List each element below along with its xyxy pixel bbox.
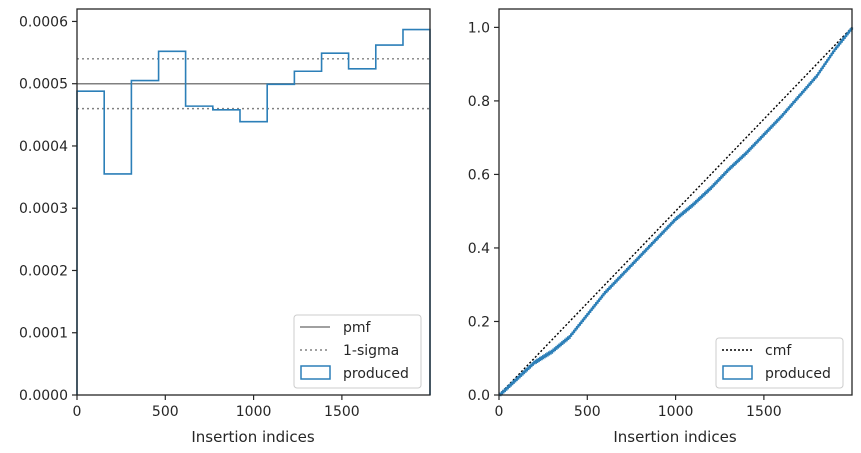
legend-cmf-produced-label: produced bbox=[765, 366, 831, 382]
cmf-xtick-label: 0 bbox=[495, 404, 504, 420]
cmf-ytick-label: 0.8 bbox=[468, 94, 490, 110]
pmf-ytick-label: 0.0002 bbox=[19, 263, 68, 279]
cmf-legend: cmf produced bbox=[715, 337, 844, 389]
cmf-ytick-label: 1.0 bbox=[468, 20, 490, 36]
legend-cmf-label: cmf bbox=[765, 343, 792, 359]
legend-pmf-label: pmf bbox=[343, 320, 372, 336]
legend-produced-label: produced bbox=[343, 366, 409, 382]
cmf-xtick-label: 500 bbox=[574, 404, 601, 420]
cmf-panel: 0 500 1000 1500 0.0 0.2 0.4 0.6 0.8 1.0 Insertion… bbox=[468, 8, 854, 446]
pmf-xlabel: Insertion indices bbox=[191, 428, 314, 446]
pmf-ytick-label: 0.0005 bbox=[19, 77, 68, 93]
pmf-legend-box bbox=[293, 314, 422, 389]
cmf-xtick-label: 1000 bbox=[658, 404, 694, 420]
pmf-xtick-label: 1500 bbox=[324, 404, 360, 420]
pmf-ytick-label: 0.0004 bbox=[19, 139, 68, 155]
cmf-ytick-label: 0.6 bbox=[468, 167, 490, 183]
cmf-xtick-label: 1500 bbox=[746, 404, 782, 420]
cmf-ytick-label: 0.0 bbox=[468, 388, 490, 404]
pmf-xtick-label: 1000 bbox=[236, 404, 272, 420]
pmf-legend: pmf 1-sigma produced bbox=[293, 314, 422, 389]
pmf-ytick-label: 0.0000 bbox=[19, 388, 68, 404]
cmf-ytick-label: 0.2 bbox=[468, 314, 490, 330]
produced-histogram bbox=[76, 28, 431, 395]
cmf-axes-frame bbox=[498, 8, 853, 396]
pmf-xtick-label: 500 bbox=[152, 404, 179, 420]
cmf-xlabel: Insertion indices bbox=[613, 428, 736, 446]
pmf-panel: 0 500 1000 1500 0.0000 0.0001 0.0002 0.0003 0.00… bbox=[19, 8, 431, 446]
pmf-xtick-label: 0 bbox=[73, 404, 82, 420]
pmf-ytick-label: 0.0003 bbox=[19, 201, 68, 217]
cmf-line bbox=[498, 26, 853, 396]
cmf-ytick-label: 0.4 bbox=[468, 241, 490, 257]
pmf-ytick-label: 0.0006 bbox=[19, 14, 68, 30]
legend-sigma-label: 1-sigma bbox=[343, 343, 399, 359]
legend-cmf-produced-swatch bbox=[722, 365, 753, 380]
produced-cdf bbox=[498, 27, 854, 397]
pmf-ytick-label: 0.0001 bbox=[19, 326, 68, 342]
legend-produced-swatch bbox=[300, 365, 331, 380]
